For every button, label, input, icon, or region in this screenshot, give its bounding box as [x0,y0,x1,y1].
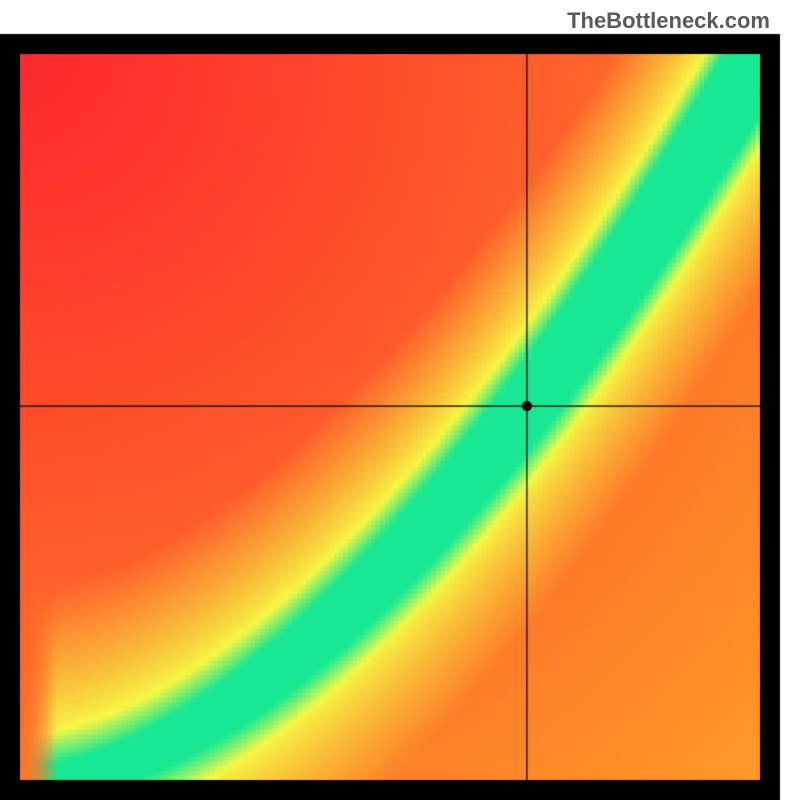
watermark-text: TheBottleneck.com [567,8,770,34]
chart-container: TheBottleneck.com [0,0,800,800]
bottleneck-heatmap [0,0,800,800]
